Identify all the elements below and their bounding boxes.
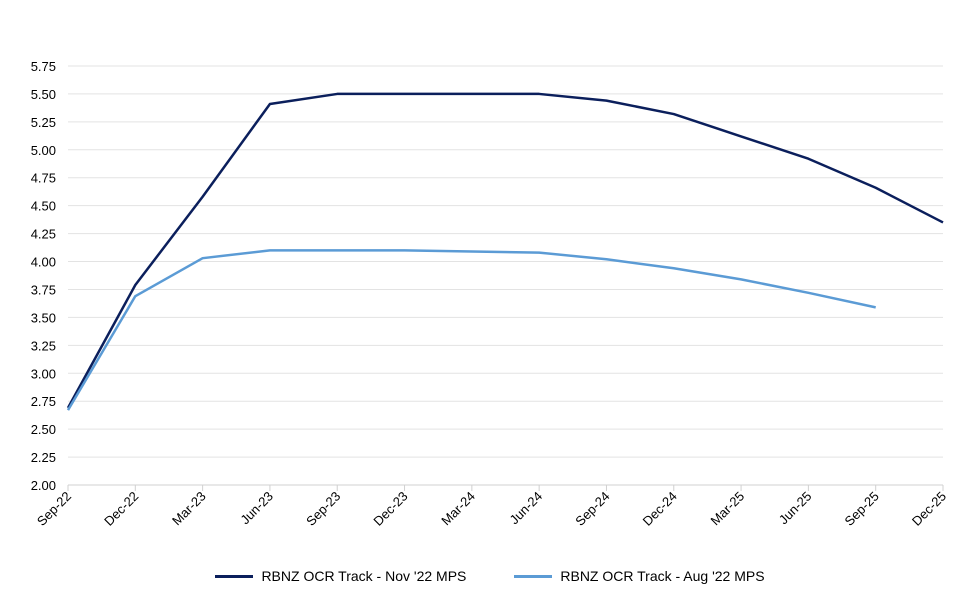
y-tick-label: 2.75 <box>31 394 56 409</box>
x-tick-label: Dec-25 <box>909 489 949 529</box>
y-tick-label: 3.75 <box>31 282 56 297</box>
x-tick-label: Jun-24 <box>507 489 546 528</box>
y-tick-label: 2.00 <box>31 478 56 493</box>
y-tick-label: 5.75 <box>31 59 56 74</box>
series-line-0 <box>66 92 944 409</box>
x-tick-label: Dec-22 <box>101 489 141 529</box>
series-line-1 <box>66 249 876 411</box>
x-tick-label: Sep-25 <box>842 489 882 529</box>
y-tick-label: 3.00 <box>31 366 56 381</box>
y-tick-label: 5.25 <box>31 115 56 130</box>
x-tick-label: Mar-25 <box>707 489 747 529</box>
x-tick-label: Mar-24 <box>438 489 478 529</box>
y-tick-label: 4.50 <box>31 199 56 214</box>
legend-swatch-aug <box>514 574 553 578</box>
y-tick-label: 4.00 <box>31 255 56 270</box>
x-tick-label: Jun-25 <box>776 489 815 528</box>
x-tick-label: Sep-23 <box>303 489 343 529</box>
y-tick-label: 3.25 <box>31 338 56 353</box>
y-tick-label: 4.75 <box>31 171 56 186</box>
y-tick-label: 3.50 <box>31 310 56 325</box>
y-tick-label: 5.00 <box>31 143 56 158</box>
x-tick-label: Sep-22 <box>34 489 74 529</box>
x-tick-label: Jun-23 <box>237 489 276 528</box>
legend-label-aug: RBNZ OCR Track - Aug '22 MPS <box>560 568 765 584</box>
y-tick-label: 5.50 <box>31 87 56 102</box>
legend-item-aug: RBNZ OCR Track - Aug '22 MPS <box>514 568 765 584</box>
y-tick-label: 2.25 <box>31 450 56 465</box>
x-tick-label: Dec-24 <box>640 489 680 529</box>
x-tick-label: Mar-23 <box>169 489 209 529</box>
legend-label-nov: RBNZ OCR Track - Nov '22 MPS <box>261 568 467 584</box>
legend: RBNZ OCR Track - Nov '22 MPS RBNZ OCR Tr… <box>0 568 980 584</box>
legend-swatch-nov <box>215 574 254 578</box>
legend-item-nov: RBNZ OCR Track - Nov '22 MPS <box>215 568 466 584</box>
x-tick-label: Sep-24 <box>572 489 612 529</box>
y-tick-label: 4.25 <box>31 227 56 242</box>
x-tick-label: Dec-23 <box>370 489 410 529</box>
y-tick-label: 2.50 <box>31 422 56 437</box>
